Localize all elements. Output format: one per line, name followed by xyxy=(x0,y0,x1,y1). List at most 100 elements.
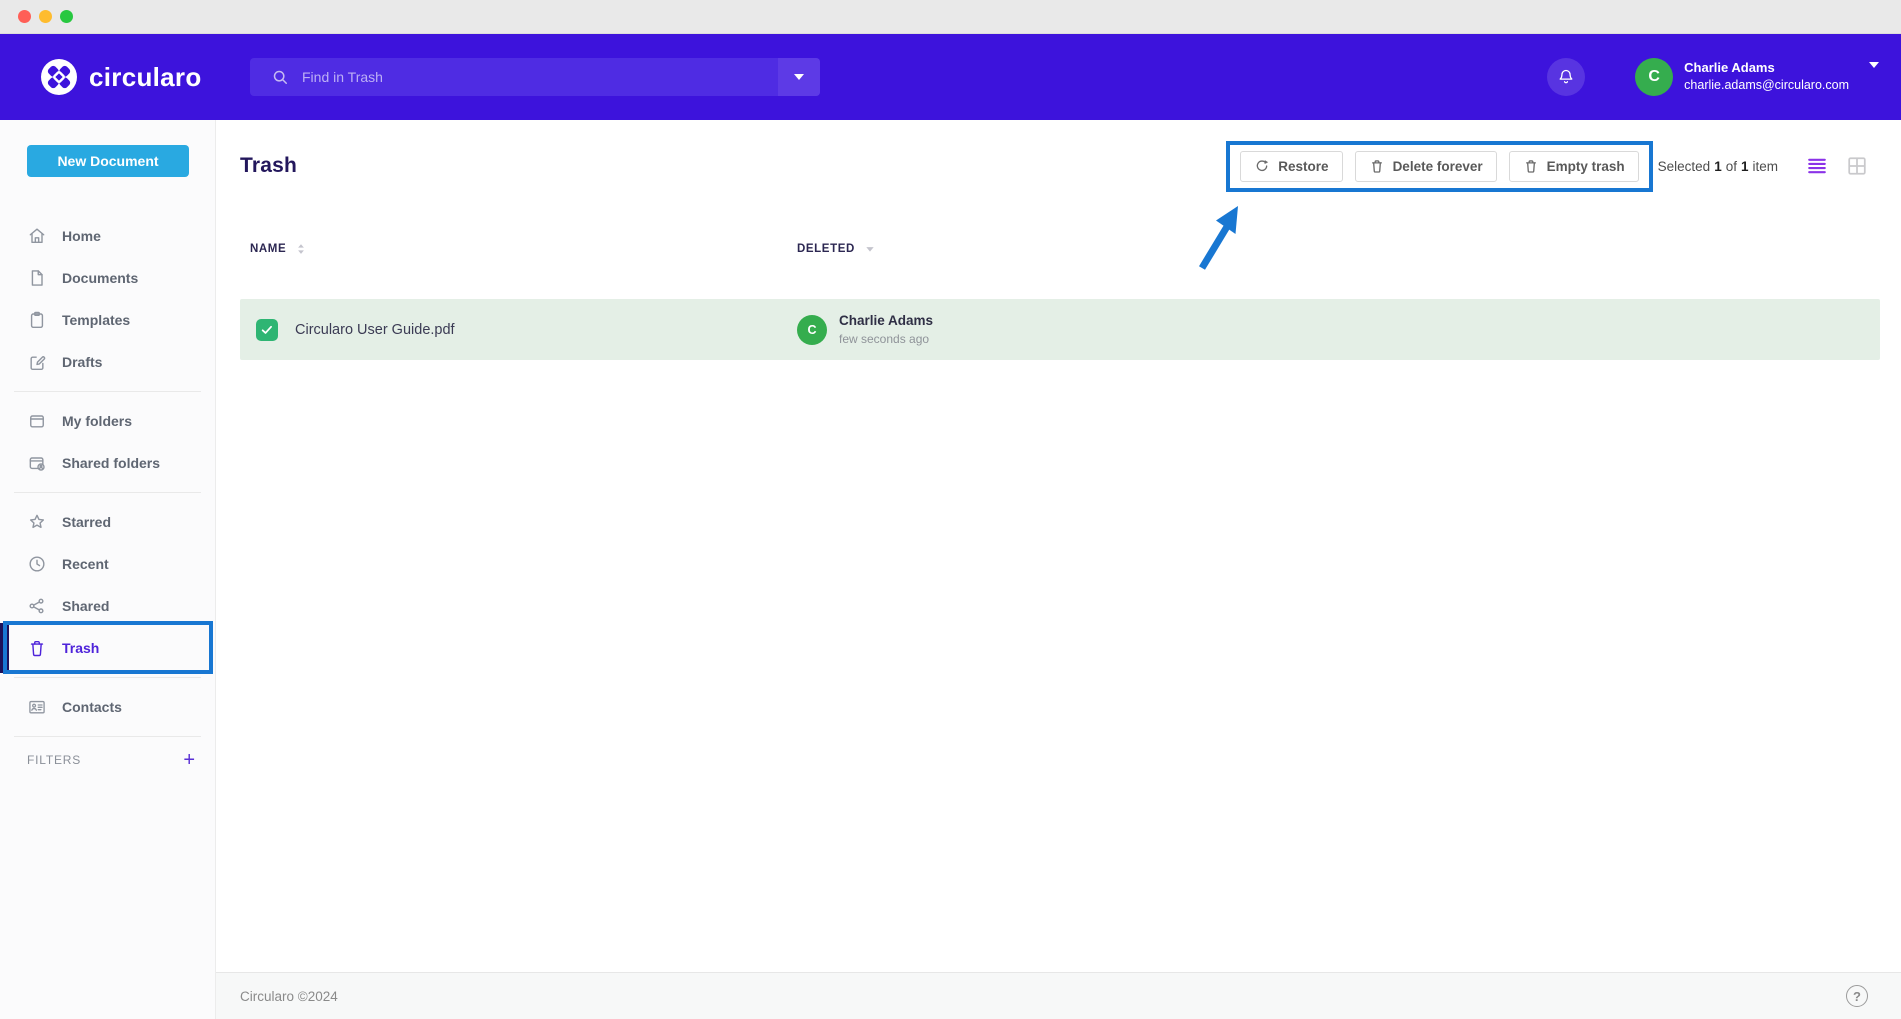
sidebar-divider xyxy=(14,391,201,392)
share-icon xyxy=(27,596,47,616)
empty-trash-button[interactable]: Empty trash xyxy=(1508,150,1639,182)
page-title: Trash xyxy=(240,154,298,177)
app-header: circularo C Charlie Adams xyxy=(0,34,1901,120)
copyright-text: Circularo ©2024 xyxy=(240,988,338,1004)
restore-button-label: Restore xyxy=(1278,158,1329,174)
notifications-button[interactable] xyxy=(1547,58,1586,96)
search-input[interactable] xyxy=(302,69,820,85)
trash-icon xyxy=(27,638,47,658)
row-name-cell: Circularo User Guide.pdf xyxy=(240,318,797,341)
sidebar-item-label: Shared folders xyxy=(62,455,161,471)
contacts-card-icon xyxy=(27,697,47,717)
file-name[interactable]: Circularo User Guide.pdf xyxy=(295,321,455,338)
home-icon xyxy=(27,226,47,246)
grid-view-icon[interactable] xyxy=(1846,155,1868,177)
sidebar-item-label: Drafts xyxy=(62,354,103,370)
delete-forever-button[interactable]: Delete forever xyxy=(1354,150,1497,182)
selection-total: 1 xyxy=(1740,158,1749,174)
search-scope-dropdown[interactable] xyxy=(778,58,820,96)
edit-icon xyxy=(27,352,47,372)
column-header-deleted[interactable]: DELETED xyxy=(797,242,877,256)
table-row[interactable]: Circularo User Guide.pdf C Charlie Adams… xyxy=(240,299,1880,360)
sidebar-item-drafts[interactable]: Drafts xyxy=(0,341,215,383)
sidebar-item-label: Home xyxy=(62,228,101,244)
add-filter-button[interactable]: + xyxy=(183,749,195,771)
sidebar-item-label: My folders xyxy=(62,413,133,429)
selection-of: of xyxy=(1725,158,1737,174)
trash-icon xyxy=(1523,158,1539,174)
sort-descending-icon xyxy=(866,247,874,252)
view-toggle xyxy=(1806,155,1868,177)
sidebar-item-label: Shared xyxy=(62,598,110,614)
user-avatar[interactable]: C xyxy=(1635,58,1674,96)
check-icon xyxy=(261,325,272,334)
clock-icon xyxy=(27,554,47,574)
column-name-label: NAME xyxy=(250,243,287,255)
sidebar-divider xyxy=(14,677,201,678)
delete-forever-button-label: Delete forever xyxy=(1392,158,1483,174)
row-checkbox-checked[interactable] xyxy=(256,318,278,341)
sort-icon xyxy=(298,244,305,254)
user-info[interactable]: Charlie Adams charlie.adams@circularo.co… xyxy=(1684,60,1849,93)
main-content: Trash Restore xyxy=(216,120,1901,1019)
clipboard-icon xyxy=(27,310,47,330)
star-icon xyxy=(27,512,47,532)
sidebar-item-shared[interactable]: Shared xyxy=(0,585,215,627)
sidebar-item-label: Starred xyxy=(62,514,112,530)
filters-label: FILTERS xyxy=(27,753,82,767)
sidebar-item-label: Templates xyxy=(62,312,131,328)
shared-folder-icon xyxy=(27,453,47,473)
chevron-down-icon xyxy=(1869,62,1879,85)
sidebar-item-label: Documents xyxy=(62,270,139,286)
restore-refresh-icon xyxy=(1254,158,1270,174)
sidebar-item-shared-folders[interactable]: Shared folders xyxy=(0,442,215,484)
macos-titlebar xyxy=(0,0,1901,34)
sidebar-item-label: Recent xyxy=(62,556,109,572)
deleted-by-avatar: C xyxy=(797,314,827,345)
column-header-name[interactable]: NAME xyxy=(240,242,797,256)
sidebar-item-starred[interactable]: Starred xyxy=(0,501,215,543)
column-deleted-label: DELETED xyxy=(797,243,855,255)
sidebar-item-label: Trash xyxy=(62,640,100,656)
brand-logo[interactable]: circularo xyxy=(40,58,208,96)
sidebar-item-recent[interactable]: Recent xyxy=(0,543,215,585)
selection-prefix: Selected xyxy=(1657,158,1711,174)
list-view-icon[interactable] xyxy=(1806,155,1828,177)
sidebar: New Document Home D xyxy=(0,120,216,1019)
sidebar-item-trash[interactable]: Trash xyxy=(0,627,215,669)
user-menu-button[interactable] xyxy=(1869,62,1879,86)
table-header: NAME DELETED xyxy=(240,240,1880,258)
minimize-window-button[interactable] xyxy=(39,10,52,23)
footer: Circularo ©2024 ? xyxy=(216,972,1901,1019)
zoom-window-button[interactable] xyxy=(60,10,73,23)
trash-icon xyxy=(1369,158,1385,174)
sidebar-divider xyxy=(14,736,201,737)
sidebar-item-templates[interactable]: Templates xyxy=(0,299,215,341)
chevron-down-icon xyxy=(794,74,804,80)
search-bar[interactable] xyxy=(250,58,820,96)
deleted-timestamp: few seconds ago xyxy=(839,331,930,346)
search-icon xyxy=(270,67,290,87)
new-document-button[interactable]: New Document xyxy=(27,145,189,177)
active-item-indicator xyxy=(0,623,9,673)
sidebar-item-my-folders[interactable]: My folders xyxy=(0,400,215,442)
content-header: Trash Restore xyxy=(240,140,1868,192)
empty-trash-button-label: Empty trash xyxy=(1546,158,1625,174)
close-window-button[interactable] xyxy=(18,10,31,23)
help-icon[interactable]: ? xyxy=(1846,985,1868,1007)
header-right: C Charlie Adams charlie.adams@circularo.… xyxy=(1547,58,1901,96)
circularo-logo-icon xyxy=(41,59,77,95)
document-icon xyxy=(27,268,47,288)
restore-button[interactable]: Restore xyxy=(1240,150,1343,182)
toolbar-highlight-annotation: Restore Delete forever xyxy=(1226,140,1653,192)
sidebar-item-home[interactable]: Home xyxy=(0,215,215,257)
sidebar-item-contacts[interactable]: Contacts xyxy=(0,686,215,728)
sidebar-item-label: Contacts xyxy=(62,699,122,715)
selection-status: Selected 1 of 1 item xyxy=(1658,159,1778,174)
selection-count: 1 xyxy=(1714,158,1722,174)
selection-unit: item xyxy=(1752,158,1778,174)
sidebar-item-documents[interactable]: Documents xyxy=(0,257,215,299)
bell-icon xyxy=(1559,69,1573,84)
row-deleted-cell: C Charlie Adams few seconds ago xyxy=(797,312,933,346)
